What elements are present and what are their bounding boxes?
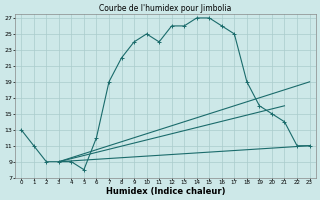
X-axis label: Humidex (Indice chaleur): Humidex (Indice chaleur) [106,187,225,196]
Title: Courbe de l'humidex pour Jimbolia: Courbe de l'humidex pour Jimbolia [99,4,232,13]
